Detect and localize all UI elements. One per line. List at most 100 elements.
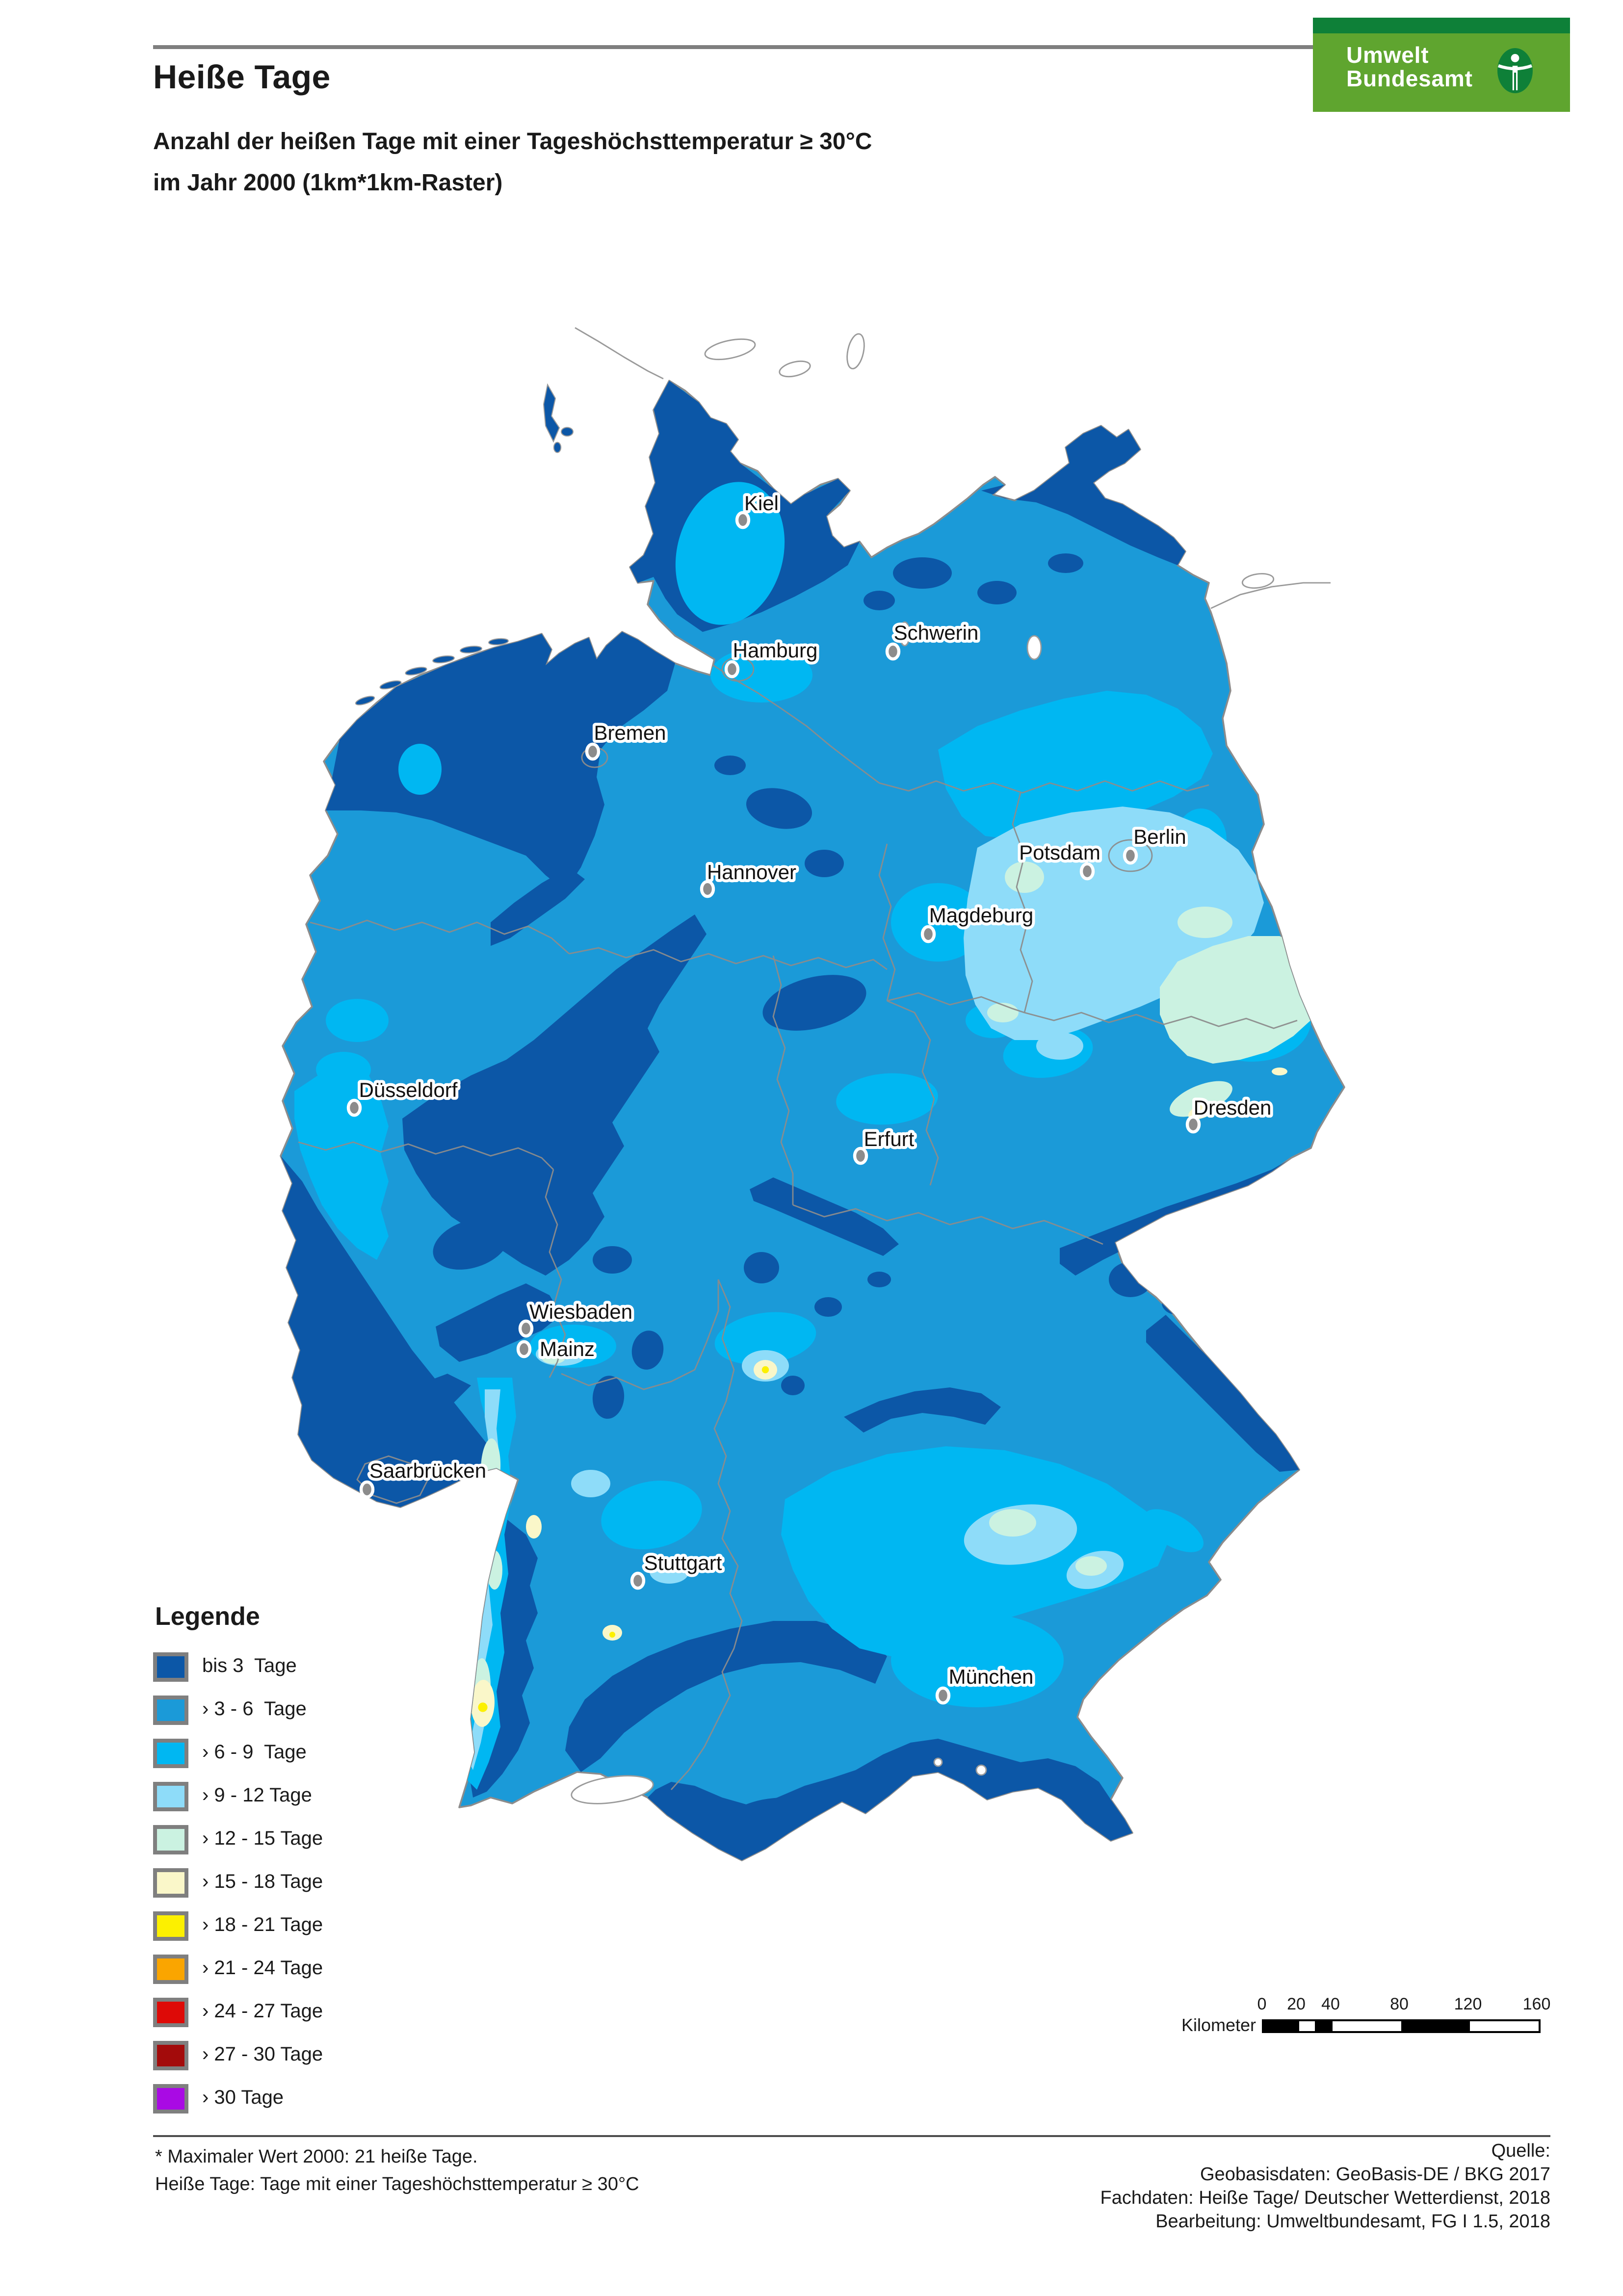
lake-chiemsee — [975, 1764, 987, 1776]
lake-mueritz — [1026, 635, 1042, 660]
city-dot-dresden — [1185, 1115, 1201, 1134]
city-dot-duesseldorf — [346, 1098, 362, 1117]
legend-row: › 27 - 30 Tage — [153, 2037, 467, 2080]
subtitle-line-2: im Jahr 2000 (1km*1km-Raster) — [153, 169, 503, 196]
logo-top-bar — [1313, 18, 1570, 33]
legend-swatch-bis-3 — [153, 1652, 188, 1682]
region-15-18-tage — [471, 1068, 1287, 1727]
legend-swatch-18-21 — [153, 1911, 188, 1941]
scalebar — [1262, 2019, 1541, 2033]
city-labels: Kiel Hamburg Schwerin Bremen Hannover Be… — [356, 489, 1275, 1691]
logo-line-2: Bundesamt — [1346, 69, 1473, 93]
source-fachdaten: Fachdaten: Heiße Tage/ Deutscher Wetterd… — [1100, 2189, 1551, 2211]
legend-label: › 27 - 30 Tage — [202, 2045, 323, 2066]
city-label-hamburg: Hamburg — [733, 639, 818, 662]
city-label-stuttgart: Stuttgart — [644, 1551, 722, 1574]
city-dot-berlin — [1123, 846, 1138, 865]
lake-constance — [571, 1775, 654, 1804]
city-label-magdeburg: Magdeburg — [929, 904, 1033, 927]
city-dot-erfurt — [853, 1147, 868, 1165]
city-label-duesseldorf: Düsseldorf — [359, 1078, 458, 1101]
legend-row: › 30 Tage — [153, 2080, 467, 2123]
city-label-saarbruecken: Saarbrücken — [369, 1459, 486, 1482]
legend-label: › 30 Tage — [202, 2088, 284, 2110]
legend-row: bis 3 Tage — [153, 1648, 467, 1692]
city-dot-magdeburg — [920, 925, 936, 943]
header-rule — [153, 45, 1315, 49]
city-dot-muenchen — [935, 1686, 951, 1705]
legend-label: › 18 - 21 Tage — [202, 1915, 323, 1937]
legend-label: › 12 - 15 Tage — [202, 1829, 323, 1851]
neighbor-coastlines — [575, 327, 1331, 609]
city-dot-hamburg — [724, 660, 740, 678]
scalebar-tick: 40 — [1321, 1994, 1340, 2013]
city-label-kiel: Kiel — [744, 492, 779, 515]
scalebar-tick: 20 — [1287, 1994, 1306, 2013]
legend-row: › 15 - 18 Tage — [153, 1864, 467, 1907]
legend-row: › 18 - 21 Tage — [153, 1907, 467, 1951]
city-dot-bremen — [585, 742, 601, 761]
legend-swatch-27-30 — [153, 2041, 188, 2070]
page-title: Heiße Tage — [153, 59, 331, 96]
city-dot-kiel — [735, 511, 751, 529]
subtitle-line-1: Anzahl der heißen Tage mit einer Tageshö… — [153, 128, 872, 155]
legend-swatch-6-9 — [153, 1739, 188, 1768]
lake-schwerin — [899, 621, 911, 647]
footnote-max-value: * Maximaler Wert 2000: 21 heiße Tage. — [155, 2147, 478, 2168]
legend-label: › 24 - 27 Tage — [202, 2002, 323, 2023]
legend-row: › 21 - 24 Tage — [153, 1951, 467, 1994]
city-label-mainz: Mainz — [540, 1337, 595, 1360]
scalebar-unit-label: Kilometer — [1181, 2015, 1256, 2035]
city-dot-saarbruecken — [359, 1480, 375, 1499]
legend-title: Legende — [155, 1601, 260, 1631]
city-label-erfurt: Erfurt — [864, 1127, 915, 1150]
footnote-definition: Heiße Tage: Tage mit einer Tageshöchstte… — [155, 2174, 639, 2196]
offshore-islands — [355, 383, 574, 705]
legend-label: › 21 - 24 Tage — [202, 1958, 323, 1980]
city-dot-stuttgart — [630, 1571, 646, 1590]
legend-label: › 9 - 12 Tage — [202, 1786, 312, 1807]
legend-swatch-15-18 — [153, 1868, 188, 1898]
legend-swatch-3-6 — [153, 1696, 188, 1725]
source-geobasisdaten: Geobasisdaten: GeoBasis-DE / BKG 2017 — [1200, 2165, 1550, 2187]
legend-row: › 9 - 12 Tage — [153, 1778, 467, 1821]
person-in-ellipse-icon — [1497, 48, 1533, 93]
logo-line-1: Umwelt — [1346, 45, 1429, 69]
scalebar-tick: 80 — [1390, 1994, 1409, 2013]
city-markers — [346, 511, 1201, 1705]
scalebar-ticks: 0 20 40 80 120 160 — [1257, 1994, 1551, 2013]
legend-label: bis 3 Tage — [202, 1656, 297, 1678]
legend-label: › 3 - 6 Tage — [202, 1699, 307, 1721]
state-borders — [298, 656, 1298, 1790]
legend-row: › 3 - 6 Tage — [153, 1692, 467, 1735]
city-label-wiesbaden: Wiesbaden — [529, 1300, 632, 1323]
legend-label: › 15 - 18 Tage — [202, 1872, 323, 1894]
scalebar-tick: 0 — [1257, 1994, 1267, 2013]
legend-swatch-12-15 — [153, 1825, 188, 1854]
legend: bis 3 Tage › 3 - 6 Tage › 6 - 9 Tage › 9… — [153, 1648, 467, 2123]
city-dot-wiesbaden — [518, 1319, 534, 1338]
scalebar-tick: 120 — [1454, 1994, 1482, 2013]
legend-row: › 24 - 27 Tage — [153, 1994, 467, 2037]
city-label-dresden: Dresden — [1194, 1096, 1272, 1119]
city-label-berlin: Berlin — [1133, 825, 1186, 848]
legend-row: › 12 - 15 Tage — [153, 1821, 467, 1864]
footnotes: * Maximaler Wert 2000: 21 heiße Tage. He… — [155, 2145, 639, 2199]
city-dot-hannover — [700, 880, 715, 898]
city-label-hannover: Hannover — [707, 861, 796, 884]
source-bearbeitung: Bearbeitung: Umweltbundesamt, FG I 1.5, … — [1155, 2212, 1550, 2234]
page-subtitle: Anzahl der heißen Tage mit einer Tageshö… — [153, 122, 872, 204]
city-dot-potsdam — [1079, 862, 1095, 881]
lakes — [571, 621, 1042, 1804]
scalebar-tick: 160 — [1522, 1994, 1551, 2013]
legend-row: › 6 - 9 Tage — [153, 1735, 467, 1778]
city-label-potsdam: Potsdam — [1019, 841, 1100, 864]
source-quelle: Quelle: — [1491, 2141, 1550, 2163]
footer-rule — [153, 2135, 1550, 2138]
legend-swatch-30 — [153, 2084, 188, 2113]
legend-swatch-24-27 — [153, 1998, 188, 2027]
region-18-21-tage — [478, 1110, 1207, 1712]
legend-swatch-21-24 — [153, 1955, 188, 1984]
